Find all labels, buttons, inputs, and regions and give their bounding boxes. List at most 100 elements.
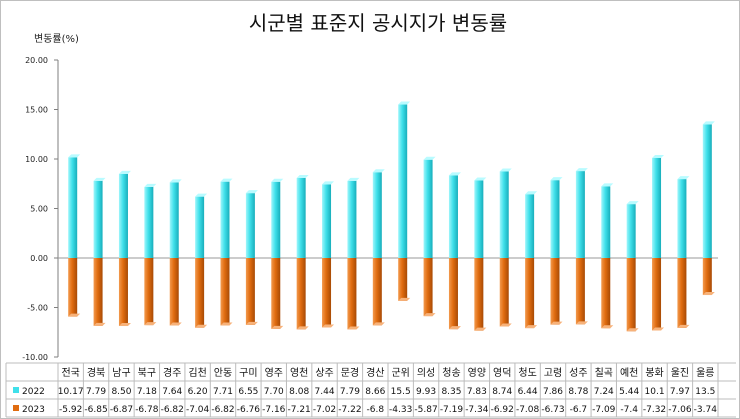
category-label: 고령 xyxy=(544,367,562,379)
data-label-2022: 7.79 xyxy=(86,387,106,397)
data-label-2023: -4.33 xyxy=(389,405,412,415)
data-label-2022: 7.64 xyxy=(162,387,182,397)
bar-2022-예천 xyxy=(626,204,636,258)
data-label-2022: 7.79 xyxy=(340,387,360,397)
bar-2022-영천 xyxy=(296,178,306,258)
data-label-2023: -6.82 xyxy=(211,405,234,415)
category-label: 북구 xyxy=(138,367,156,379)
category-label: 남구 xyxy=(112,367,130,379)
data-label-2022: 8.35 xyxy=(441,387,461,397)
bar-cap-2022-경북 xyxy=(93,177,106,181)
data-label-2022: 10.1 xyxy=(645,387,665,397)
category-label: 영덕 xyxy=(493,367,511,379)
bar-2023-영주 xyxy=(271,258,281,329)
data-label-2023: -7.4 xyxy=(620,405,638,415)
bar-2022-영양 xyxy=(474,180,484,258)
bar-cap-2022-문경 xyxy=(347,177,360,181)
bar-2023-청도 xyxy=(525,258,535,329)
data-label-2023: -5.87 xyxy=(414,405,437,415)
bar-cap-2022-김천 xyxy=(195,193,208,197)
category-label: 전국 xyxy=(61,367,79,379)
data-label-2023: -5.92 xyxy=(59,405,82,415)
category-label: 예천 xyxy=(620,367,638,379)
bar-2022-상주 xyxy=(322,184,332,258)
data-table: 전국 경북 남구 북구 경주 김천 안동 구미 영주 영천 상주 문경 경산 군위 의성 청송 영양 영덕 청도 고령… xyxy=(5,362,736,418)
bar-cap-2023-영양 xyxy=(474,327,487,331)
y-tick-label: 15.00 xyxy=(25,106,48,115)
data-label-2022: 7.86 xyxy=(543,387,563,397)
data-label-2022: 7.97 xyxy=(670,387,690,397)
bar-cap-2022-영주 xyxy=(271,178,284,182)
data-label-2022: 6.55 xyxy=(238,387,258,397)
bar-cap-2023-성주 xyxy=(575,321,588,325)
category-label: 김천 xyxy=(188,367,206,379)
bar-2022-남구 xyxy=(118,173,128,258)
bar-2023-칠곡 xyxy=(601,258,611,329)
bar-2023-성주 xyxy=(575,258,585,325)
bar-cap-2022-울릉 xyxy=(702,121,715,125)
bar-cap-2023-김천 xyxy=(195,324,208,328)
legend-swatch-2022 xyxy=(13,387,19,393)
data-label-2023: -7.21 xyxy=(288,405,311,415)
bar-2023-봉화 xyxy=(652,258,662,331)
data-label-2022: 7.18 xyxy=(137,387,157,397)
bar-2023-구미 xyxy=(245,258,255,325)
bar-cap-2022-안동 xyxy=(220,178,233,182)
data-label-2023: -6.73 xyxy=(541,405,564,415)
bar-cap-2023-경북 xyxy=(93,322,106,326)
data-label-2022: 7.44 xyxy=(315,387,335,397)
data-label-2023: -6.85 xyxy=(84,405,107,415)
bar-cap-2023-울릉 xyxy=(702,292,715,296)
bar-2023-울릉 xyxy=(702,258,712,296)
data-label-2023: -7.09 xyxy=(592,405,616,415)
bar-cap-2023-칠곡 xyxy=(601,325,614,329)
bar-2022-봉화 xyxy=(652,158,662,258)
bar-cap-2023-남구 xyxy=(118,323,131,327)
bar-2022-울진 xyxy=(677,179,687,258)
bar-cap-2022-군위 xyxy=(398,101,411,105)
category-label: 의성 xyxy=(417,367,435,379)
data-label-2023: -6.8 xyxy=(367,405,385,415)
bar-2023-상주 xyxy=(322,258,332,328)
bar-cap-2022-상주 xyxy=(322,181,335,185)
category-label: 울릉 xyxy=(696,367,714,379)
category-label: 구미 xyxy=(239,367,257,379)
series-2023 xyxy=(68,258,715,332)
bar-cap-2022-봉화 xyxy=(652,155,665,159)
chart-title: 시군별 표준지 공시지가 변동률 xyxy=(249,11,507,35)
bar-cap-2023-고령 xyxy=(550,321,563,325)
bar-2023-김천 xyxy=(195,258,205,328)
bar-2023-문경 xyxy=(347,258,357,330)
data-label-2023: -7.34 xyxy=(465,405,489,415)
bar-2022-경주 xyxy=(169,182,179,258)
data-label-2023: -6.92 xyxy=(491,405,514,415)
bar-2022-북구 xyxy=(144,186,154,258)
category-label: 봉화 xyxy=(645,367,663,379)
data-label-2023: -7.16 xyxy=(262,405,286,415)
bar-2023-의성 xyxy=(423,258,433,317)
bar-cap-2023-청도 xyxy=(525,325,538,329)
bar-cap-2022-경산 xyxy=(372,169,385,173)
legend-swatch-2023 xyxy=(13,405,19,411)
data-label-2022: 8.78 xyxy=(568,387,588,397)
bar-2023-안동 xyxy=(220,258,230,326)
data-label-2022: 15.5 xyxy=(391,387,411,397)
data-label-2022: 5.44 xyxy=(619,387,639,397)
bar-2023-영천 xyxy=(296,258,306,330)
bar-2022-영주 xyxy=(271,181,281,258)
data-label-2023: -7.04 xyxy=(186,405,210,415)
bar-cap-2022-의성 xyxy=(423,156,436,160)
category-label: 안동 xyxy=(214,367,232,379)
bar-cap-2022-영양 xyxy=(474,177,487,181)
bar-cap-2022-청송 xyxy=(448,172,461,176)
data-label-2022: 6.20 xyxy=(188,387,208,397)
category-label: 경산 xyxy=(366,366,384,379)
bar-2022-의성 xyxy=(423,159,433,258)
data-label-2023: -6.87 xyxy=(110,405,133,415)
data-label-2022: 8.08 xyxy=(289,387,309,397)
bar-2023-경주 xyxy=(169,258,179,326)
bar-2023-고령 xyxy=(550,258,560,325)
bar-cap-2022-전국 xyxy=(68,154,81,158)
data-label-2022: 6.44 xyxy=(518,387,538,397)
bar-cap-2022-북구 xyxy=(144,183,157,187)
